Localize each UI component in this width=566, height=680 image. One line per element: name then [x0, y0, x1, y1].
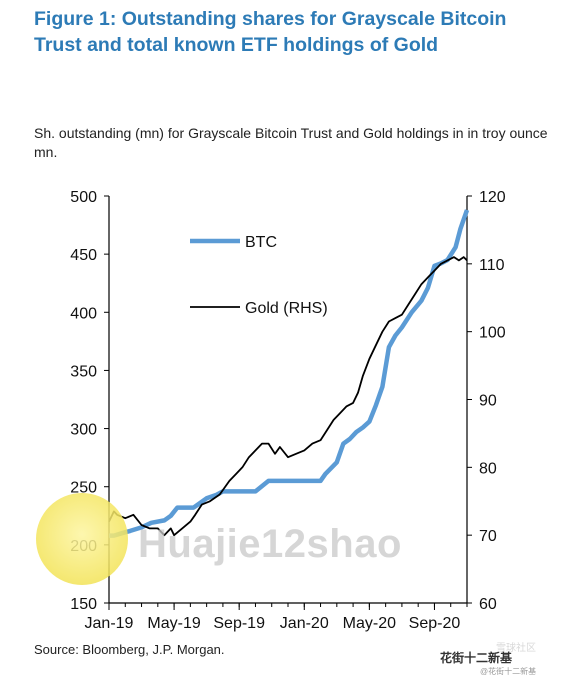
- x-tick-label: Sep-20: [409, 615, 461, 632]
- watermark-avatar: [36, 493, 128, 585]
- figure-subtitle: Sh. outstanding (mn) for Grayscale Bitco…: [34, 125, 548, 160]
- x-tick-label: May-20: [343, 615, 396, 632]
- y-left-tick-label: 150: [70, 596, 97, 613]
- y-left-tick-label: 400: [70, 305, 97, 322]
- x-tick-label: May-19: [147, 615, 200, 632]
- y-right-tick-label: 70: [479, 528, 497, 545]
- y-left-tick-label: 450: [70, 247, 97, 264]
- figure-title: Figure 1: Outstanding shares for Graysca…: [34, 8, 507, 56]
- y-right-tick-label: 110: [479, 257, 505, 274]
- legend-btc-label: BTC: [245, 234, 277, 251]
- x-tick-label: Jan-19: [85, 615, 134, 632]
- source-note: Source: Bloomberg, J.P. Morgan.: [34, 642, 225, 657]
- y-left-tick-label: 500: [70, 189, 97, 206]
- legend-gold-label: Gold (RHS): [245, 300, 328, 317]
- y-left-tick-label: 300: [70, 422, 97, 439]
- x-tick-label: Jan-20: [280, 615, 329, 632]
- x-tick-label: Sep-19: [213, 615, 265, 632]
- btc-series-line: [109, 209, 470, 538]
- y-left-tick-label: 350: [70, 363, 97, 380]
- y-right-tick-label: 60: [479, 596, 497, 613]
- y-right-tick-label: 90: [479, 393, 497, 410]
- gold-series-line: [108, 256, 468, 537]
- y-right-tick-label: 80: [479, 460, 497, 477]
- y-right-tick-label: 120: [479, 189, 506, 206]
- corner-brand-handle: @花街十二新基: [480, 667, 537, 676]
- corner-brand-name: 花街十二新基: [440, 651, 513, 665]
- watermark-text: Huajie12shao: [138, 522, 402, 566]
- y-left-tick-label: 250: [70, 480, 97, 497]
- y-right-tick-label: 100: [479, 325, 506, 342]
- corner-brand: 雪球社区 花街十二新基 @花街十二新基: [440, 643, 558, 676]
- corner-brand-faint: 雪球社区: [496, 643, 536, 654]
